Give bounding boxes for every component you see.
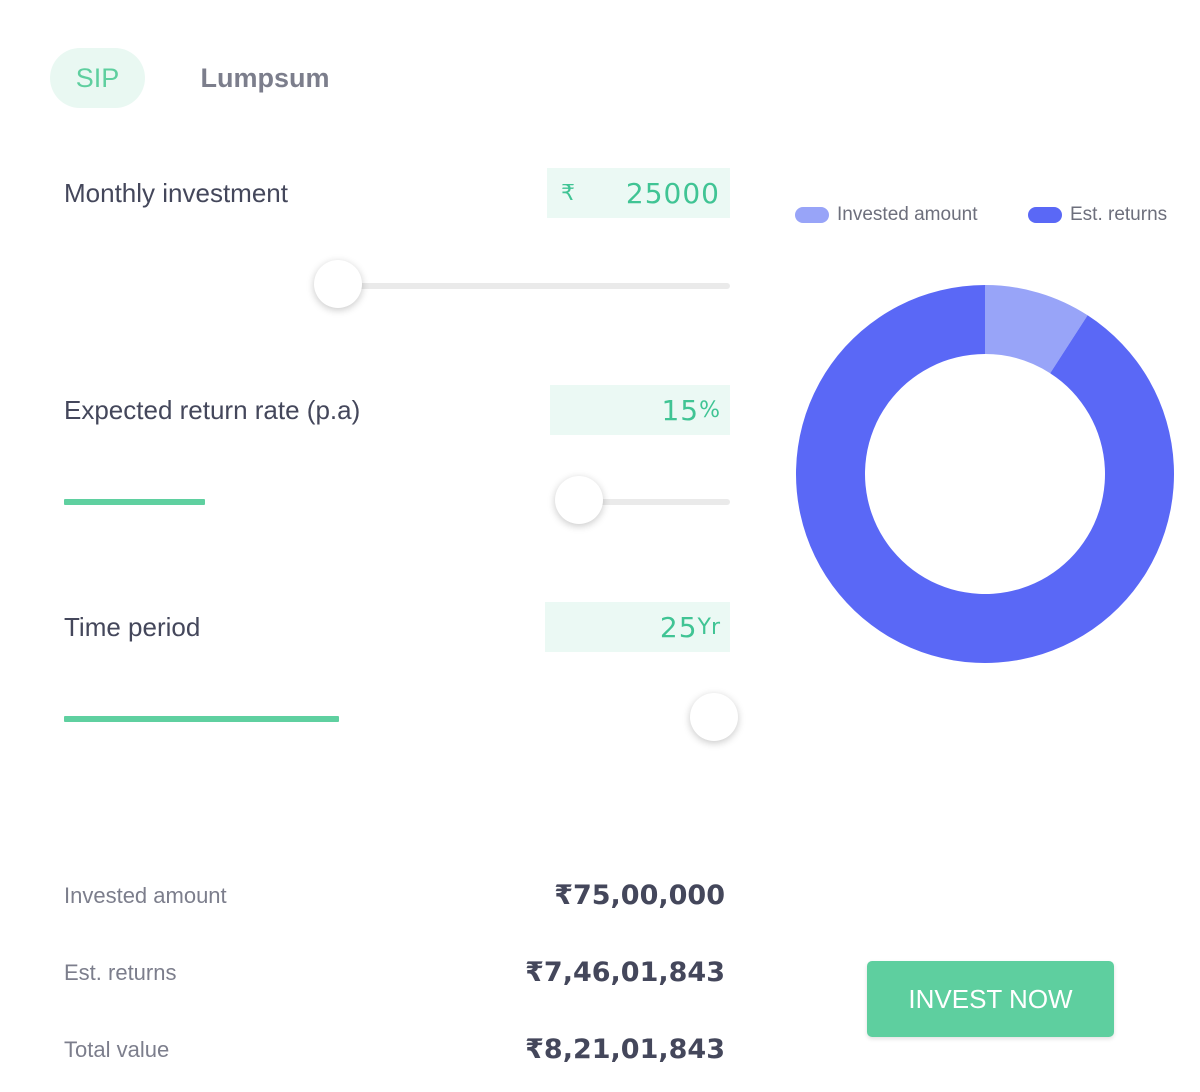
monthly-investment-slider-thumb[interactable] <box>314 260 362 308</box>
return-rate-slider-fill <box>64 499 205 505</box>
donut-slice-invested <box>985 285 1088 374</box>
legend-returns: Est. returns <box>1028 204 1167 226</box>
return-rate-slider-thumb[interactable] <box>555 476 603 524</box>
return-rate-input[interactable]: 15 % <box>550 385 730 435</box>
summary-invested-value: ₹75,00,000 <box>554 880 725 911</box>
donut-chart <box>796 285 1174 663</box>
return-rate-value: 15 <box>661 393 700 427</box>
monthly-investment-slider-track[interactable] <box>330 283 730 289</box>
monthly-investment-label: Monthly investment <box>64 178 288 208</box>
time-period-slider-fill <box>64 716 339 722</box>
legend-invested: Invested amount <box>795 204 977 226</box>
summary-total-label: Total value <box>64 1037 170 1062</box>
percent-unit: % <box>699 397 720 423</box>
time-period-value: 25 <box>659 610 698 644</box>
summary-returns-label: Est. returns <box>64 960 177 985</box>
rupee-symbol: ₹ <box>561 180 575 206</box>
summary-returns-value: ₹7,46,01,843 <box>525 957 725 988</box>
legend-invested-swatch <box>795 207 829 223</box>
return-rate-slider-track[interactable] <box>580 499 730 505</box>
monthly-investment-input[interactable]: ₹ 25000 <box>547 168 730 218</box>
summary-total-value: ₹8,21,01,843 <box>525 1034 725 1065</box>
years-unit: Yr <box>697 614 720 640</box>
time-period-label: Time period <box>64 612 201 642</box>
return-rate-label: Expected return rate (p.a) <box>64 395 361 425</box>
tab-lumpsum[interactable]: Lumpsum <box>200 62 330 93</box>
invest-now-button[interactable]: INVEST NOW <box>867 961 1114 1037</box>
legend-invested-label: Invested amount <box>837 204 978 225</box>
summary-invested-label: Invested amount <box>64 883 227 908</box>
donut-slice-returns <box>796 285 1174 663</box>
legend-returns-swatch <box>1028 207 1062 223</box>
time-period-slider-thumb[interactable] <box>690 693 738 741</box>
tab-sip[interactable]: SIP <box>50 48 145 108</box>
legend-returns-label: Est. returns <box>1070 204 1168 225</box>
monthly-investment-value: 25000 <box>625 176 720 210</box>
time-period-input[interactable]: 25 Yr <box>545 602 730 652</box>
